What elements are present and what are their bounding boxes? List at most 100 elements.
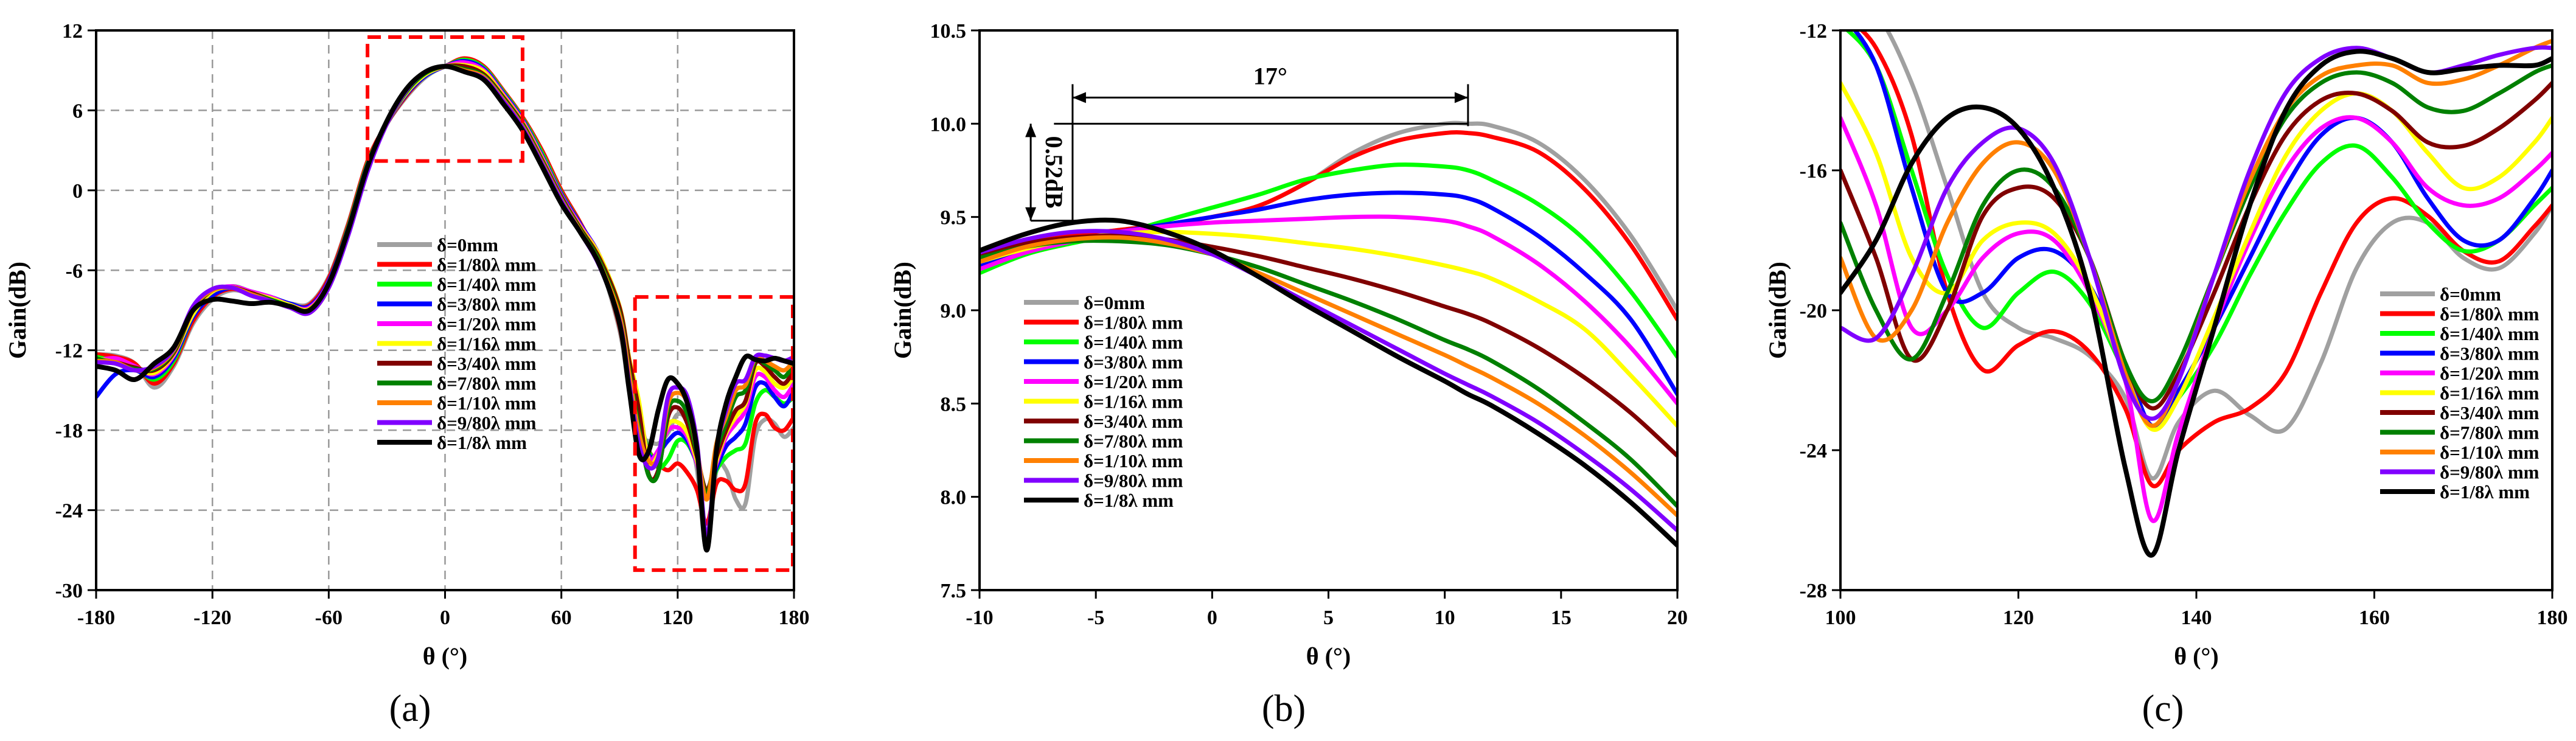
x-tick-label: 0	[1207, 607, 1217, 629]
legend-label: δ=1/80λ mm	[1084, 312, 1183, 333]
angle-label: 17°	[1253, 62, 1287, 89]
series-group	[96, 56, 794, 553]
x-tick-label: 60	[551, 607, 572, 629]
y-tick-label: -24	[1800, 440, 1827, 462]
legend-label: δ=3/80λ mm	[437, 294, 537, 315]
y-tick-label: 10.5	[930, 20, 967, 43]
legend-label: δ=7/80λ mm	[1084, 431, 1183, 452]
y-tick-label: 8.5	[941, 393, 967, 416]
legend-label: δ=9/80λ mm	[2440, 462, 2539, 483]
legend-label: δ=7/80λ mm	[2440, 422, 2539, 444]
legend-label: δ=1/80λ mm	[437, 254, 537, 276]
series-line	[96, 64, 794, 553]
gain-label: 0.52dB	[1040, 136, 1068, 209]
legend-label: δ=7/80λ mm	[437, 373, 537, 394]
gain-arrow-up	[1025, 124, 1037, 137]
x-tick-label: 180	[2537, 607, 2568, 629]
gain-arrow-down	[1025, 207, 1037, 221]
legend-label: δ=1/8λ mm	[1084, 490, 1174, 511]
legend-label: δ=3/40λ mm	[2440, 402, 2539, 423]
legend-label: δ=1/10λ mm	[437, 392, 537, 414]
legend-label: δ=1/10λ mm	[2440, 442, 2539, 463]
y-tick-label: 8.0	[941, 487, 967, 509]
x-tick-label: 160	[2359, 607, 2390, 629]
x-axis-label: θ (°)	[2174, 642, 2219, 670]
panel-caption: (c)	[2142, 688, 2184, 729]
x-tick-label: 100	[1825, 607, 1856, 629]
x-tick-label: 20	[1667, 607, 1688, 629]
legend-label: δ=1/40λ mm	[437, 274, 537, 295]
y-tick-label: 9.5	[941, 207, 967, 229]
series-line	[1840, 63, 2552, 403]
y-tick-label: 12	[62, 20, 83, 43]
y-tick-label: -12	[55, 340, 83, 363]
legend-label: δ=3/80λ mm	[2440, 343, 2539, 364]
series-group	[980, 120, 1677, 548]
x-tick-label: 140	[2181, 607, 2212, 629]
legend-label: δ=1/8λ mm	[2440, 481, 2530, 503]
angle-arrow-left	[1072, 92, 1086, 103]
legend-label: δ=1/20λ mm	[437, 313, 537, 335]
y-tick-label: -30	[55, 580, 83, 602]
legend-label: δ=1/10λ mm	[1084, 450, 1183, 471]
y-tick-label: -18	[55, 420, 83, 442]
x-tick-label: -120	[193, 607, 231, 629]
y-tick-label: 6	[72, 100, 83, 122]
legend-label: δ=1/40λ mm	[1084, 332, 1183, 353]
y-tick-label: 9.0	[941, 300, 967, 322]
series-line	[980, 229, 1677, 533]
y-tick-label: 0	[72, 180, 83, 203]
x-tick-label: -5	[1087, 607, 1104, 629]
series-line	[1840, 49, 2552, 558]
y-tick-label: -28	[1800, 580, 1827, 602]
series-group	[1840, 30, 2552, 558]
series-line	[1852, 30, 2552, 429]
legend-label: δ=0mm	[437, 234, 498, 256]
highlight-box	[366, 35, 524, 163]
y-tick-label: 10.0	[930, 113, 967, 136]
legend-label: δ=3/40λ mm	[1084, 411, 1183, 432]
y-axis-label: Gain(dB)	[4, 262, 31, 359]
x-tick-label: 10	[1435, 607, 1455, 629]
legend-label: δ=1/8λ mm	[437, 432, 527, 453]
legend-label: δ=1/80λ mm	[2440, 304, 2539, 325]
y-tick-label: -12	[1800, 20, 1827, 43]
legend-label: δ=1/40λ mm	[2440, 323, 2539, 344]
x-axis-label: θ (°)	[423, 642, 468, 670]
legend-label: δ=1/20λ mm	[1084, 371, 1183, 392]
legend-label: δ=1/16λ mm	[2440, 383, 2539, 404]
x-tick-label: 180	[779, 607, 810, 629]
legend-label: δ=3/80λ mm	[1084, 352, 1183, 373]
series-line	[1840, 80, 2552, 432]
x-tick-label: -10	[966, 607, 993, 629]
x-tick-label: 120	[2003, 607, 2034, 629]
x-tick-label: 0	[440, 607, 450, 629]
legend-label: δ=0mm	[2440, 284, 2501, 305]
legend-label: δ=9/80λ mm	[1084, 470, 1183, 492]
angle-arrow-right	[1454, 92, 1468, 103]
x-axis-label: θ (°)	[1306, 642, 1351, 670]
legend-label: δ=3/40λ mm	[437, 353, 537, 374]
y-tick-label: -6	[66, 260, 83, 282]
y-tick-label: -20	[1800, 300, 1827, 322]
x-tick-label: -60	[315, 607, 343, 629]
series-line	[980, 235, 1677, 518]
legend-label: δ=1/16λ mm	[437, 333, 537, 355]
y-axis-label: Gain(dB)	[1764, 262, 1791, 359]
x-tick-label: -180	[77, 607, 115, 629]
x-tick-label: 15	[1551, 607, 1572, 629]
x-tick-label: 5	[1323, 607, 1334, 629]
y-axis-label: Gain(dB)	[889, 262, 916, 359]
annotation-group: 17° 0.52dB	[1025, 62, 1469, 223]
y-tick-label: 7.5	[941, 580, 967, 602]
x-tick-label: 120	[662, 607, 693, 629]
panel-caption: (b)	[1262, 688, 1306, 729]
series-line	[1840, 80, 2552, 411]
